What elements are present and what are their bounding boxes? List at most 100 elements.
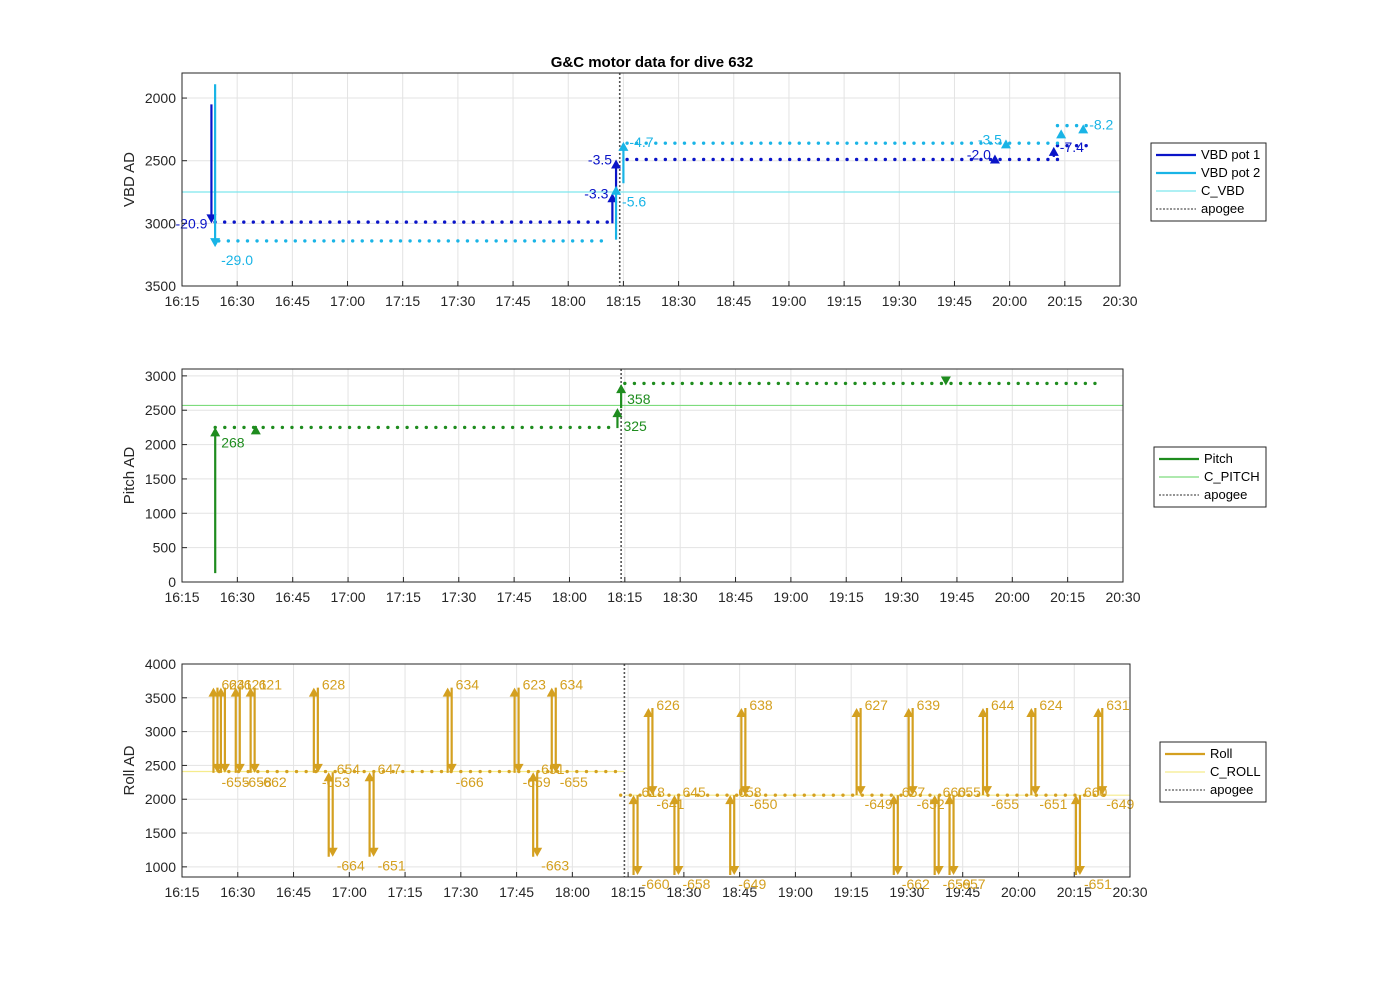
data-point bbox=[299, 220, 303, 224]
data-point bbox=[1036, 157, 1041, 162]
data-point bbox=[1055, 123, 1060, 128]
data-point bbox=[1054, 381, 1059, 386]
roll-down-label: -663 bbox=[541, 858, 569, 874]
x-tick-label: 16:30 bbox=[220, 589, 255, 605]
data-point bbox=[1045, 381, 1049, 386]
data-point bbox=[606, 425, 611, 430]
roll-up-arrow-head bbox=[308, 687, 319, 697]
x-tick-label: 19:00 bbox=[771, 293, 806, 309]
roll-up-arrow-head bbox=[208, 687, 219, 697]
x-tick-label: 16:45 bbox=[276, 884, 311, 900]
data-point bbox=[860, 793, 865, 797]
data-point bbox=[575, 769, 579, 774]
data-point bbox=[578, 425, 582, 430]
roll-down-label: -662 bbox=[259, 774, 287, 790]
x-tick-label: 16:30 bbox=[220, 293, 255, 309]
data-point bbox=[802, 793, 807, 797]
figure-title: G&C motor data for dive 632 bbox=[551, 54, 754, 71]
data-point bbox=[882, 381, 886, 386]
data-point bbox=[854, 157, 859, 162]
roll-up-arrow-head bbox=[546, 687, 557, 697]
data-point bbox=[696, 793, 700, 797]
data-point bbox=[883, 141, 888, 145]
event-label: 268 bbox=[221, 434, 245, 450]
data-point bbox=[437, 239, 441, 243]
roll-up-arrow-head bbox=[230, 687, 241, 697]
data-point bbox=[513, 239, 517, 243]
x-tick-label: 18:30 bbox=[661, 293, 696, 309]
data-point bbox=[850, 793, 855, 797]
data-point bbox=[910, 381, 915, 386]
data-point bbox=[711, 157, 715, 162]
data-point bbox=[1055, 143, 1060, 148]
data-point bbox=[530, 425, 534, 430]
legend-label: C_ROLL bbox=[1210, 764, 1261, 779]
data-point bbox=[740, 157, 744, 162]
data-point bbox=[638, 793, 642, 797]
data-point bbox=[730, 157, 734, 162]
event-label: 358 bbox=[627, 391, 651, 407]
data-point bbox=[594, 769, 598, 774]
data-point bbox=[618, 793, 623, 797]
y-tick-label: 3000 bbox=[145, 215, 176, 231]
data-point bbox=[1053, 793, 1058, 797]
roll-down-label: -649 bbox=[1106, 796, 1134, 812]
y-tick-label: 1000 bbox=[145, 859, 176, 875]
roll-down-arrow-head bbox=[982, 786, 993, 796]
data-point bbox=[312, 239, 317, 243]
data-point bbox=[472, 425, 476, 430]
data-point bbox=[223, 425, 227, 430]
x-tick-label: 17:30 bbox=[443, 884, 478, 900]
data-point bbox=[663, 157, 668, 162]
data-point bbox=[1017, 157, 1021, 162]
roll-down-arrow-head bbox=[550, 763, 561, 773]
roll-down-label: -657 bbox=[958, 876, 986, 892]
data-point bbox=[261, 220, 265, 224]
data-point bbox=[385, 220, 389, 224]
data-point bbox=[322, 239, 326, 243]
x-tick-label: 20:15 bbox=[1057, 884, 1092, 900]
data-point bbox=[523, 239, 527, 243]
x-tick-label: 19:30 bbox=[889, 884, 924, 900]
data-point bbox=[815, 381, 819, 386]
roll-down-arrow-head bbox=[647, 786, 658, 796]
x-tick-label: 17:30 bbox=[441, 589, 476, 605]
roll-down-arrow-head bbox=[632, 865, 643, 875]
x-tick-label: 20:30 bbox=[1105, 589, 1140, 605]
data-point bbox=[908, 793, 913, 797]
x-tick-label: 16:45 bbox=[275, 589, 310, 605]
data-point bbox=[433, 220, 437, 224]
data-point bbox=[721, 157, 725, 162]
roll-down-arrow-head bbox=[368, 847, 379, 857]
data-point bbox=[222, 220, 227, 224]
data-point bbox=[366, 220, 370, 224]
data-point bbox=[414, 220, 418, 224]
x-tick-label: 17:00 bbox=[332, 884, 367, 900]
data-point bbox=[644, 157, 648, 162]
data-point bbox=[874, 141, 878, 145]
data-point bbox=[520, 425, 524, 430]
data-point bbox=[632, 381, 637, 386]
roll-up-arrow-head bbox=[528, 772, 539, 782]
x-tick-label: 20:15 bbox=[1047, 293, 1082, 309]
data-point bbox=[634, 141, 639, 145]
data-point bbox=[356, 220, 361, 224]
data-point bbox=[333, 769, 337, 774]
x-tick-label: 19:30 bbox=[884, 589, 919, 605]
data-point bbox=[1007, 141, 1012, 145]
data-point bbox=[763, 793, 768, 797]
x-tick-label: 20:00 bbox=[1001, 884, 1036, 900]
data-point bbox=[654, 157, 658, 162]
x-tick-label: 17:15 bbox=[386, 589, 421, 605]
data-point bbox=[261, 425, 265, 430]
data-point bbox=[519, 220, 523, 224]
data-point bbox=[864, 157, 868, 162]
data-point bbox=[395, 220, 399, 224]
data-point bbox=[401, 769, 405, 774]
x-tick-label: 16:30 bbox=[220, 884, 255, 900]
data-point bbox=[1084, 143, 1088, 148]
data-point bbox=[558, 425, 563, 430]
data-point bbox=[404, 220, 409, 224]
data-point bbox=[1006, 381, 1011, 386]
